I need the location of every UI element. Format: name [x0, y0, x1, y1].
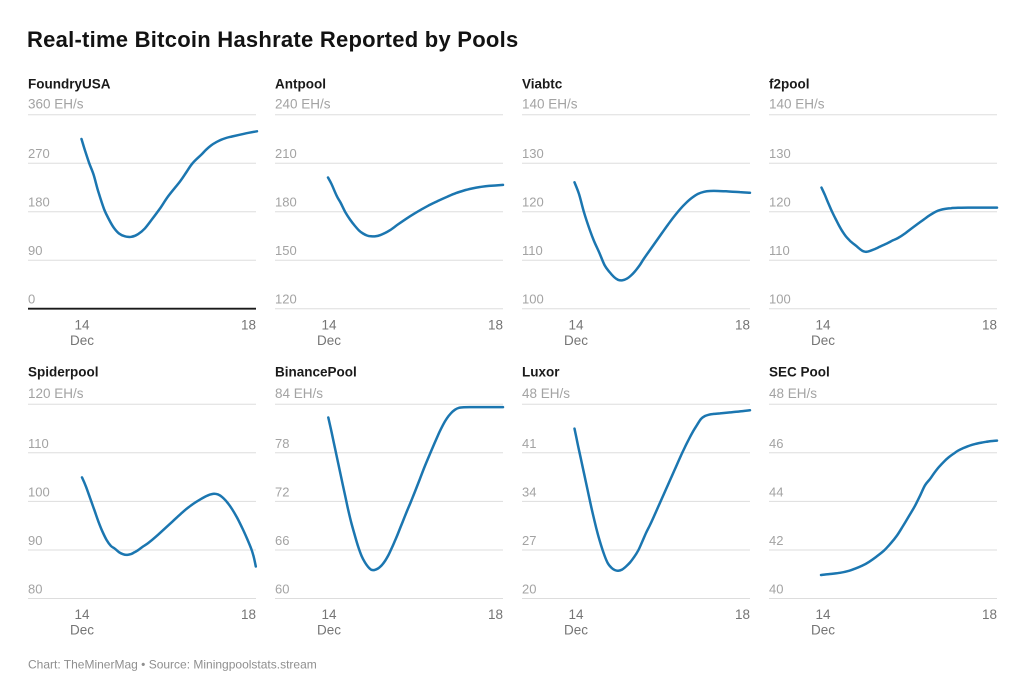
- svg-text:180: 180: [28, 195, 50, 210]
- svg-text:f2pool: f2pool: [769, 77, 810, 92]
- svg-text:41: 41: [522, 436, 536, 451]
- svg-text:0: 0: [28, 292, 35, 307]
- svg-text:Dec: Dec: [70, 623, 94, 638]
- svg-text:130: 130: [522, 146, 544, 161]
- svg-text:80: 80: [28, 582, 42, 597]
- svg-text:Dec: Dec: [811, 333, 835, 348]
- svg-text:Dec: Dec: [70, 333, 94, 348]
- svg-text:Antpool: Antpool: [275, 77, 326, 92]
- svg-text:140 EH/s: 140 EH/s: [769, 97, 825, 112]
- svg-text:110: 110: [769, 243, 790, 258]
- svg-text:72: 72: [275, 484, 289, 499]
- svg-text:Dec: Dec: [811, 623, 835, 638]
- svg-text:18: 18: [735, 607, 750, 622]
- svg-text:27: 27: [522, 533, 536, 548]
- svg-text:44: 44: [769, 484, 783, 499]
- svg-text:120: 120: [769, 195, 791, 210]
- svg-text:140 EH/s: 140 EH/s: [522, 97, 578, 112]
- svg-text:40: 40: [769, 582, 783, 597]
- svg-text:14: 14: [74, 607, 90, 622]
- svg-text:84 EH/s: 84 EH/s: [275, 386, 323, 401]
- svg-text:78: 78: [275, 436, 289, 451]
- svg-text:18: 18: [241, 318, 256, 333]
- svg-text:14: 14: [321, 607, 337, 622]
- svg-text:14: 14: [568, 607, 584, 622]
- svg-text:34: 34: [522, 484, 536, 499]
- svg-text:210: 210: [275, 146, 297, 161]
- svg-text:Chart: TheMinerMag • Source: M: Chart: TheMinerMag • Source: Miningpools…: [28, 658, 317, 672]
- svg-text:14: 14: [815, 318, 831, 333]
- svg-text:90: 90: [28, 243, 42, 258]
- svg-text:14: 14: [568, 318, 584, 333]
- svg-text:120 EH/s: 120 EH/s: [28, 386, 84, 401]
- svg-text:Dec: Dec: [317, 623, 341, 638]
- svg-text:60: 60: [275, 582, 289, 597]
- svg-text:180: 180: [275, 195, 297, 210]
- svg-text:FoundryUSA: FoundryUSA: [28, 77, 111, 92]
- svg-text:90: 90: [28, 533, 42, 548]
- svg-text:18: 18: [735, 318, 750, 333]
- svg-text:Viabtc: Viabtc: [522, 77, 563, 92]
- svg-text:100: 100: [28, 484, 50, 499]
- svg-text:20: 20: [522, 582, 536, 597]
- svg-text:Dec: Dec: [564, 333, 588, 348]
- svg-text:Luxor: Luxor: [522, 365, 560, 380]
- svg-text:18: 18: [241, 607, 256, 622]
- svg-text:42: 42: [769, 533, 783, 548]
- svg-text:120: 120: [522, 195, 544, 210]
- svg-text:48 EH/s: 48 EH/s: [769, 386, 817, 401]
- svg-text:Real-time Bitcoin Hashrate Rep: Real-time Bitcoin Hashrate Reported by P…: [27, 27, 518, 52]
- svg-text:120: 120: [275, 292, 297, 307]
- svg-text:100: 100: [769, 292, 791, 307]
- svg-text:360 EH/s: 360 EH/s: [28, 97, 84, 112]
- svg-text:14: 14: [321, 318, 337, 333]
- svg-text:SEC Pool: SEC Pool: [769, 365, 830, 380]
- svg-text:46: 46: [769, 436, 783, 451]
- svg-text:18: 18: [488, 607, 503, 622]
- svg-text:14: 14: [74, 318, 90, 333]
- svg-text:Dec: Dec: [564, 623, 588, 638]
- svg-text:66: 66: [275, 533, 289, 548]
- svg-text:270: 270: [28, 146, 50, 161]
- svg-text:Dec: Dec: [317, 333, 341, 348]
- svg-text:240 EH/s: 240 EH/s: [275, 97, 331, 112]
- svg-text:18: 18: [488, 318, 503, 333]
- svg-text:100: 100: [522, 292, 544, 307]
- svg-text:130: 130: [769, 146, 791, 161]
- svg-text:18: 18: [982, 607, 997, 622]
- svg-text:BinancePool: BinancePool: [275, 365, 357, 380]
- svg-text:14: 14: [815, 607, 831, 622]
- svg-text:110: 110: [522, 243, 543, 258]
- svg-text:Spiderpool: Spiderpool: [28, 365, 99, 380]
- svg-text:150: 150: [275, 243, 297, 258]
- svg-text:110: 110: [28, 436, 49, 451]
- svg-text:18: 18: [982, 318, 997, 333]
- svg-text:48 EH/s: 48 EH/s: [522, 386, 570, 401]
